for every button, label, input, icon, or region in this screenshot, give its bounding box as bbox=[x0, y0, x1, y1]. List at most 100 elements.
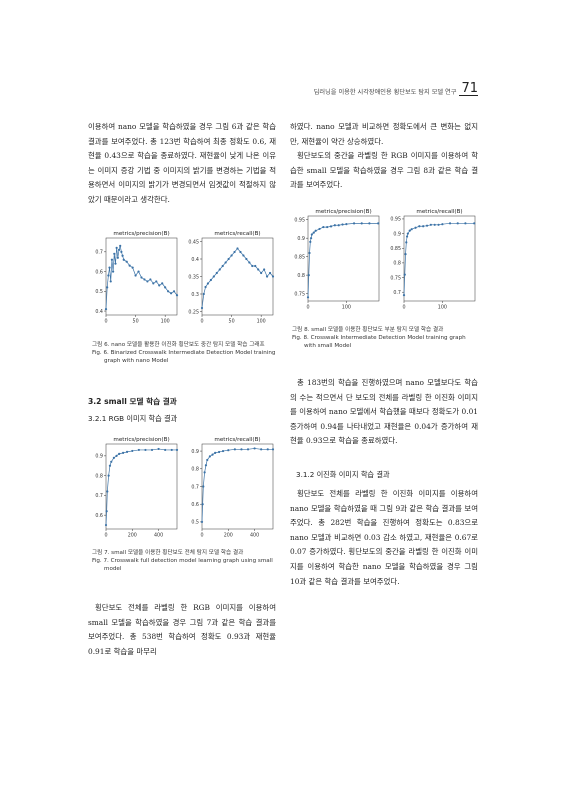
y-tick-label: 0.95 bbox=[390, 217, 401, 223]
data-point bbox=[122, 258, 125, 261]
x-tick-label: 400 bbox=[250, 533, 259, 539]
y-tick-label: 0.7 bbox=[95, 493, 103, 499]
data-point bbox=[204, 464, 208, 467]
x-tick-label: 200 bbox=[128, 533, 137, 539]
caption-ko: 그림 7. small 모델을 이용한 횡단보도 전체 탐지 모델 학습 결과 bbox=[92, 550, 244, 556]
y-tick-label: 0.75 bbox=[390, 275, 401, 281]
data-point bbox=[115, 454, 118, 457]
data-point bbox=[121, 254, 124, 257]
data-point bbox=[360, 222, 363, 225]
data-point bbox=[120, 250, 123, 253]
data-point bbox=[402, 294, 406, 297]
data-point bbox=[239, 250, 242, 254]
data-point bbox=[212, 275, 215, 278]
section-heading: 3.2 small 모델 학습 결과 bbox=[88, 397, 177, 406]
data-point bbox=[175, 448, 179, 452]
data-point bbox=[137, 448, 140, 452]
y-tick-label: 0.85 bbox=[294, 254, 305, 260]
chart-title: metrics/recall(B) bbox=[214, 437, 260, 443]
data-point bbox=[217, 450, 221, 454]
data-point bbox=[157, 447, 160, 451]
y-tick-label: 0.3 bbox=[191, 292, 199, 298]
y-tick-label: 0.75 bbox=[294, 291, 305, 297]
data-point bbox=[429, 223, 432, 226]
data-point bbox=[215, 271, 218, 275]
data-point bbox=[240, 448, 243, 451]
paragraph: 하였다. nano 모델과 비교하면 정확도에서 큰 변화는 없지만, 재현율이… bbox=[290, 122, 478, 146]
data-point bbox=[203, 471, 206, 474]
data-point bbox=[169, 292, 173, 295]
data-point bbox=[144, 448, 147, 452]
caption-en: Fig. 6. Binarized Crosswalk Intermediate… bbox=[92, 350, 276, 364]
data-point bbox=[433, 223, 436, 226]
data-point bbox=[149, 278, 152, 281]
data-point bbox=[307, 274, 310, 277]
header-title: 딥러닝을 이용한 시각장애인용 횡단보도 탐지 모델 연구 bbox=[313, 89, 457, 96]
data-point bbox=[406, 232, 409, 235]
caption-ko: 그림 8. small 모델을 이용한 횡단보도 부분 탐지 모델 학습 결과 bbox=[292, 327, 444, 333]
left-para-1: 이용하여 nano 모델을 학습하였을 경우 그림 6과 같은 학습 결과를 보… bbox=[88, 120, 276, 208]
data-point bbox=[172, 290, 176, 293]
right-paras-top: 하였다. nano 모델과 비교하면 정확도에서 큰 변화는 없지만, 재현율이… bbox=[290, 120, 478, 193]
data-point bbox=[114, 262, 117, 265]
paragraph: 총 183번의 학습을 진행하였으며 nano 모델보다도 학습의 수는 적으면… bbox=[290, 378, 478, 446]
data-point bbox=[310, 233, 313, 236]
data-point bbox=[333, 224, 336, 227]
y-tick-label: 0.8 bbox=[95, 473, 103, 479]
data-point bbox=[312, 231, 315, 234]
data-point bbox=[108, 266, 111, 269]
x-tick-label: 100 bbox=[257, 319, 266, 325]
data-point bbox=[137, 270, 140, 273]
data-point bbox=[341, 223, 344, 226]
figure-8-caption: 그림 8. small 모델을 이용한 횡단보도 부분 탐지 모델 학습 결과 … bbox=[292, 326, 478, 350]
data-point bbox=[164, 448, 167, 452]
data-point bbox=[242, 254, 245, 257]
paragraph: 이용하여 nano 모델을 학습하였을 경우 그림 6과 같은 학습 결과를 보… bbox=[88, 122, 276, 204]
y-tick-label: 0.7 bbox=[393, 290, 401, 296]
data-point bbox=[107, 474, 110, 477]
data-point bbox=[112, 270, 115, 273]
figure-7: metrics/precision(B)0.60.70.80.90 200 400 … bbox=[95, 437, 275, 539]
plot-frame bbox=[307, 215, 380, 302]
chart-fig8-precision: metrics/precision(B) 0.75 0.8 0.85 0.9 0.95 0 1… bbox=[294, 209, 380, 311]
data-point bbox=[377, 222, 380, 225]
y-tick-label: 0.85 bbox=[390, 246, 401, 252]
data-point bbox=[104, 523, 108, 527]
data-point bbox=[106, 286, 109, 289]
x-tick-label: 0 bbox=[104, 319, 107, 325]
data-point bbox=[131, 266, 134, 269]
data-point bbox=[345, 223, 348, 226]
y-tick-label: 0.6 bbox=[191, 502, 199, 508]
data-point bbox=[221, 264, 224, 268]
data-point bbox=[233, 448, 236, 451]
y-tick-label: 0.9 bbox=[393, 231, 401, 237]
data-point bbox=[109, 280, 112, 283]
data-point bbox=[121, 451, 125, 454]
data-point bbox=[115, 246, 118, 249]
y-tick-label: 0.5 bbox=[191, 520, 199, 526]
data-point bbox=[200, 520, 204, 524]
data-point bbox=[204, 285, 207, 289]
data-point bbox=[150, 448, 154, 452]
data-point bbox=[143, 278, 146, 281]
data-point bbox=[337, 224, 340, 227]
figure-6: metrics/precision(B) 0.4 0.5 0.6 0.7 0 50 100 m… bbox=[95, 231, 275, 325]
data-point bbox=[233, 250, 236, 254]
data-point bbox=[110, 460, 113, 463]
caption-en: Fig. 8. Crosswalk Intermediate Detection… bbox=[292, 335, 466, 349]
data-point bbox=[221, 449, 225, 453]
y-tick-label: 0.4 bbox=[191, 257, 199, 263]
data-point bbox=[134, 274, 137, 277]
data-point bbox=[248, 261, 251, 264]
data-point bbox=[206, 282, 210, 285]
y-tick-label: 0.7 bbox=[191, 484, 199, 490]
chart-fig8-recall: metrics/recall(B) 0.7 0.75 0.8 0.85 0.9 0.95 0 1… bbox=[390, 209, 476, 311]
right-para-3: 총 183번의 학습을 진행하였으며 nano 모델보다도 학습의 수는 적으면… bbox=[290, 376, 478, 449]
data-point bbox=[271, 275, 275, 278]
data-point bbox=[441, 223, 444, 226]
data-point bbox=[128, 264, 131, 267]
data-point bbox=[208, 455, 211, 458]
chart-fig6-recall: metrics/recall(B) 0.25 0.3 0.35 0.4 0.45 0 50 10… bbox=[188, 231, 275, 325]
data-point bbox=[448, 222, 452, 225]
data-point bbox=[309, 237, 313, 240]
